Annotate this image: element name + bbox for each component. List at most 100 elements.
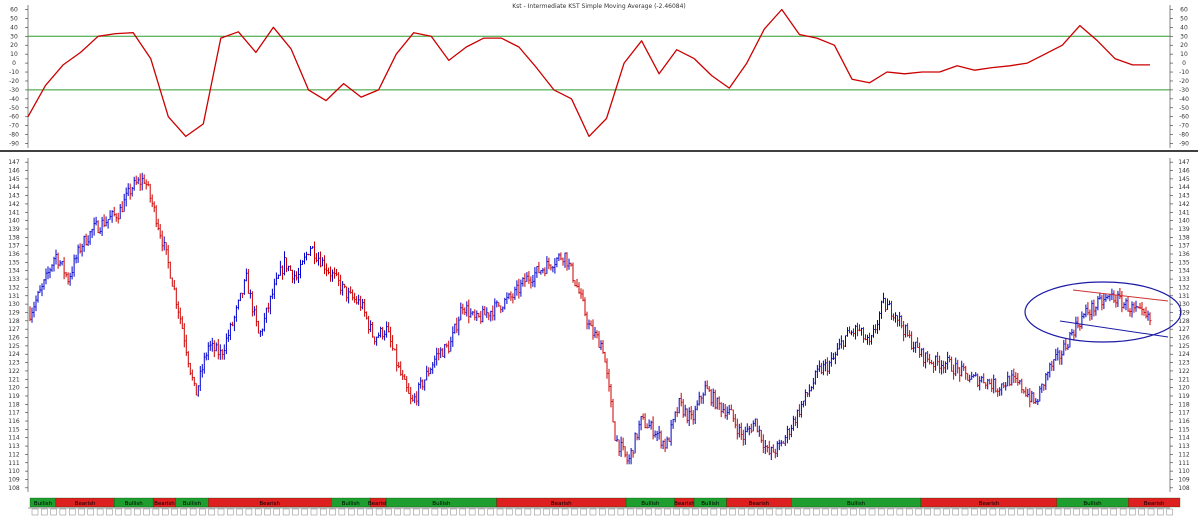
- price-tick-label: 141: [8, 209, 20, 216]
- x-tick-box: [980, 508, 987, 516]
- price-tick-label: 136: [8, 251, 20, 258]
- x-tick-box: [747, 508, 755, 516]
- x-tick-box: [1082, 508, 1090, 516]
- x-tick-box: [357, 508, 364, 516]
- price-tick-label: 145: [1178, 176, 1190, 183]
- x-tick-box: [478, 508, 485, 516]
- price-tick-label: 122: [1178, 368, 1190, 375]
- x-tick-box: [487, 508, 494, 516]
- price-tick-label: 130: [1178, 301, 1190, 308]
- price-tick-label: 119: [1178, 393, 1190, 400]
- x-tick-box: [599, 508, 606, 516]
- x-tick-box: [1045, 508, 1052, 516]
- price-tick-label: 145: [8, 176, 20, 183]
- price-tick-label: 124: [8, 351, 20, 358]
- x-tick-box: [552, 508, 559, 516]
- indicator-tick-label: -10: [1179, 69, 1189, 76]
- price-tick-label: 147: [8, 159, 20, 166]
- x-tick-box: [301, 508, 308, 516]
- x-tick-box: [1119, 508, 1127, 516]
- x-tick-box: [87, 508, 95, 516]
- price-tick-label: 116: [1178, 418, 1190, 425]
- x-tick-box: [627, 508, 634, 516]
- price-tick-label: 136: [1178, 251, 1190, 258]
- price-tick-label: 119: [8, 393, 20, 400]
- x-tick-box: [115, 508, 122, 516]
- x-tick-box: [1147, 508, 1155, 516]
- x-tick-box: [208, 508, 215, 516]
- x-tick-box: [906, 508, 913, 516]
- price-tick-label: 118: [8, 401, 20, 408]
- x-tick-box: [524, 508, 532, 516]
- x-tick-box: [310, 508, 318, 516]
- x-tick-box: [515, 508, 522, 516]
- indicator-tick-label: -30: [1179, 87, 1189, 94]
- channel-lower-line: [1059, 320, 1169, 338]
- price-tick-label: 110: [1178, 468, 1190, 475]
- price-tick-label: 135: [1178, 259, 1190, 266]
- indicator-tick-label: -90: [1179, 141, 1189, 148]
- price-tick-label: 138: [1178, 234, 1190, 241]
- x-tick-box: [654, 508, 662, 516]
- indicator-tick-label: -80: [1179, 132, 1189, 139]
- price-tick-label: 138: [8, 234, 20, 241]
- x-tick-box: [915, 508, 922, 516]
- x-tick-box: [431, 508, 439, 516]
- x-tick-box: [961, 508, 969, 516]
- x-tick-box: [1073, 508, 1080, 516]
- trend-segment-label: Bearish: [75, 501, 96, 507]
- x-axis: [28, 507, 1173, 516]
- price-tick-label: 134: [8, 268, 20, 275]
- x-tick-box: [878, 508, 885, 516]
- x-tick-box: [199, 508, 206, 516]
- x-tick-box: [450, 508, 457, 516]
- price-tick-label: 135: [8, 259, 20, 266]
- x-tick-box: [933, 508, 941, 516]
- x-tick-box: [952, 508, 959, 516]
- x-tick-box: [1110, 508, 1118, 516]
- indicator-tick-label: 20: [10, 42, 18, 49]
- trend-segment-label: Bearish: [551, 501, 572, 507]
- price-tick-label: 147: [1178, 159, 1190, 166]
- x-tick-box: [636, 508, 643, 516]
- indicator-tick-label: -70: [9, 123, 19, 130]
- indicator-tick-label: -50: [1179, 105, 1189, 112]
- x-tick-box: [831, 508, 838, 516]
- x-tick-box: [338, 508, 346, 516]
- x-tick-box: [254, 508, 262, 516]
- price-tick-label: 128: [1178, 318, 1190, 325]
- x-tick-box: [189, 508, 197, 516]
- price-tick-label: 116: [8, 418, 20, 425]
- x-tick-box: [506, 508, 513, 516]
- x-tick-box: [385, 508, 392, 516]
- price-tick-label: 127: [8, 326, 20, 333]
- price-tick-label: 125: [8, 343, 20, 350]
- price-tick-label: 132: [8, 284, 20, 291]
- trend-segment-label: Bullish: [641, 501, 660, 507]
- x-tick-box: [1138, 508, 1145, 516]
- x-tick-box: [645, 508, 652, 516]
- price-tick-label: 137: [8, 243, 20, 250]
- x-tick-box: [785, 508, 792, 516]
- price-tick-label: 109: [8, 476, 20, 483]
- trend-segment-label: Bullish: [34, 501, 53, 507]
- price-annotations: [1024, 281, 1182, 343]
- price-tick-label: 131: [1178, 293, 1190, 300]
- x-tick-box: [292, 508, 299, 516]
- x-tick-box: [161, 508, 169, 516]
- x-tick-box: [543, 508, 550, 516]
- price-tick-label: 118: [1178, 401, 1190, 408]
- x-tick-box: [887, 508, 894, 516]
- price-tick-label: 131: [8, 293, 20, 300]
- x-tick-box: [375, 508, 383, 516]
- x-tick-box: [1166, 508, 1173, 516]
- x-tick-box: [692, 508, 699, 516]
- x-tick-box: [710, 508, 718, 516]
- x-tick-box: [329, 508, 336, 516]
- x-tick-box: [850, 508, 857, 516]
- x-tick-box: [96, 508, 104, 516]
- price-tick-label: 108: [8, 485, 20, 492]
- x-tick-box: [924, 508, 931, 516]
- x-tick-box: [217, 508, 225, 516]
- x-tick-box: [896, 508, 904, 516]
